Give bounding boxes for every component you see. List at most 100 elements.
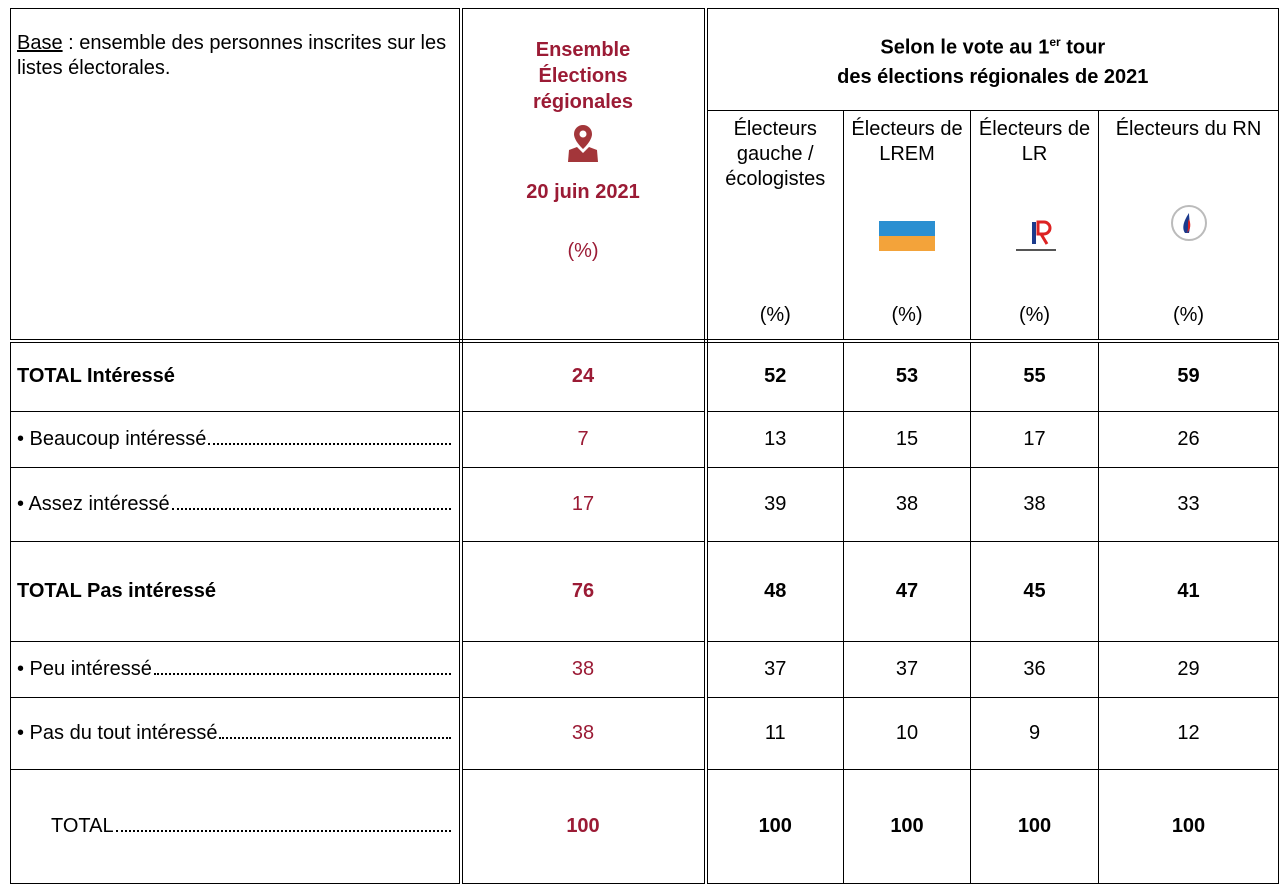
results-table: Base : ensemble des personnes inscrites … <box>10 8 1279 884</box>
value-cell: 17 <box>460 466 708 542</box>
row-label: • Assez intéressé <box>17 493 451 516</box>
value-cell: 13 <box>705 410 844 468</box>
value-cell: 38 <box>460 640 708 698</box>
lr-logo <box>1015 220 1056 251</box>
row-label-text: TOTAL Intéressé <box>17 365 175 388</box>
column-unit: (%) <box>1172 304 1205 326</box>
group-line2: des élections régionales de 2021 <box>837 66 1149 89</box>
row-label: TOTAL Intéressé <box>17 365 451 388</box>
column-header: Électeurs gauche / écologistes (%) <box>705 110 844 343</box>
leader-dots <box>115 829 451 832</box>
value-cell: 55 <box>970 340 1099 412</box>
value-cell: 38 <box>970 466 1099 542</box>
rn-logo <box>1170 205 1207 241</box>
value-cell: 45 <box>970 540 1099 642</box>
group-header: Selon le vote au 1er tour des élections … <box>705 8 1279 111</box>
group-sup: er <box>1049 34 1061 49</box>
column-header: Électeurs du RN (%) <box>1098 110 1279 343</box>
base-label: Base <box>17 32 63 54</box>
row-label: • Beaucoup intéressé <box>17 428 451 451</box>
value-cell: 7 <box>460 410 708 468</box>
value-cell: 47 <box>843 540 971 642</box>
value-cell: 59 <box>1098 340 1279 412</box>
ensemble-unit: (%) <box>567 240 599 262</box>
column-label: Électeurs gauche / écologistes <box>725 118 826 190</box>
value-cell: 100 <box>705 768 844 884</box>
value-cell: 38 <box>460 696 708 770</box>
value-cell: 100 <box>460 768 708 884</box>
value-cell: 53 <box>843 340 971 412</box>
table-row: TOTAL 100 100 100 100 100 <box>10 768 1279 884</box>
column-header: Électeurs de LR (%) <box>970 110 1099 343</box>
row-label-cell: • Pas du tout intéressé <box>10 696 463 770</box>
row-label-cell: • Peu intéressé <box>10 640 463 698</box>
table-row: • Assez intéressé 17 39 38 38 33 <box>10 466 1279 542</box>
row-label-cell: TOTAL <box>10 768 463 884</box>
row-label-text: • Pas du tout intéressé <box>17 721 218 744</box>
table-row: • Pas du tout intéressé 38 11 10 9 12 <box>10 696 1279 770</box>
value-cell: 100 <box>970 768 1099 884</box>
value-cell: 38 <box>843 466 971 542</box>
group-suffix: tour <box>1060 36 1106 59</box>
row-label-cell: • Assez intéressé <box>10 466 463 542</box>
ensemble-date: 20 juin 2021 <box>526 181 640 203</box>
header-row: Base : ensemble des personnes inscrites … <box>10 8 1279 343</box>
value-cell: 17 <box>970 410 1099 468</box>
leader-dots <box>219 736 451 739</box>
leader-dots <box>153 672 451 675</box>
value-cell: 10 <box>843 696 971 770</box>
leader-dots <box>171 507 451 510</box>
row-label: • Pas du tout intéressé <box>17 722 451 745</box>
value-cell: 15 <box>843 410 971 468</box>
row-label: TOTAL <box>17 815 451 838</box>
leader-dots <box>208 442 451 445</box>
row-label-cell: TOTAL Intéressé <box>10 340 463 412</box>
value-cell: 37 <box>843 640 971 698</box>
column-label: Électeurs de LR <box>978 118 1091 165</box>
table-row: TOTAL Intéressé 24 52 53 55 59 <box>10 340 1279 412</box>
column-unit: (%) <box>1018 304 1051 326</box>
row-label-cell: TOTAL Pas intéressé <box>10 540 463 642</box>
row-label-text: TOTAL <box>51 814 114 837</box>
value-cell: 24 <box>460 340 708 412</box>
row-label: • Peu intéressé <box>17 658 451 681</box>
column-unit: (%) <box>891 304 923 326</box>
row-label-cell: • Beaucoup intéressé <box>10 410 463 468</box>
column-label: Électeurs de LREM <box>851 118 963 165</box>
ensemble-subtitle: Élections régionales <box>532 65 634 113</box>
row-label-text: • Assez intéressé <box>17 492 170 515</box>
lrem-logo <box>879 220 935 251</box>
ensemble-cell: Ensemble Élections régionales 20 juin 20… <box>460 8 708 343</box>
value-cell: 33 <box>1098 466 1279 542</box>
row-label-text: • Beaucoup intéressé <box>17 427 207 450</box>
value-cell: 9 <box>970 696 1099 770</box>
group-line1: Selon le vote au 1er tour <box>708 27 1279 63</box>
value-cell: 48 <box>705 540 844 642</box>
column-label: Électeurs du RN <box>1115 118 1262 140</box>
row-label-text: • Peu intéressé <box>17 657 152 680</box>
table-row: • Peu intéressé 38 37 37 36 29 <box>10 640 1279 698</box>
table-row: TOTAL Pas intéressé 76 48 47 45 41 <box>10 540 1279 642</box>
value-cell: 36 <box>970 640 1099 698</box>
column-unit: (%) <box>759 304 791 326</box>
value-cell: 100 <box>1098 768 1279 884</box>
value-cell: 39 <box>705 466 844 542</box>
column-header: Électeurs de LREM (%) <box>843 110 971 343</box>
base-cell: Base : ensemble des personnes inscrites … <box>10 8 463 343</box>
map-icon <box>568 125 598 162</box>
group-prefix: Selon le vote au 1 <box>880 36 1050 59</box>
value-cell: 26 <box>1098 410 1279 468</box>
value-cell: 11 <box>705 696 844 770</box>
table-body: TOTAL Intéressé 24 52 53 55 59 • Beaucoup inté… <box>10 340 1279 884</box>
base-text: : ensemble des personnes inscrites sur l… <box>17 32 447 79</box>
value-cell: 52 <box>705 340 844 412</box>
column-header-row: Électeurs gauche / écologistes (%) Électe… <box>11 110 1279 343</box>
value-cell: 37 <box>705 640 844 698</box>
value-cell: 76 <box>460 540 708 642</box>
value-cell: 12 <box>1098 696 1279 770</box>
ensemble-title: Ensemble <box>535 39 631 61</box>
value-cell: 41 <box>1098 540 1279 642</box>
value-cell: 100 <box>843 768 971 884</box>
value-cell: 29 <box>1098 640 1279 698</box>
row-label: TOTAL Pas intéressé <box>17 580 451 603</box>
